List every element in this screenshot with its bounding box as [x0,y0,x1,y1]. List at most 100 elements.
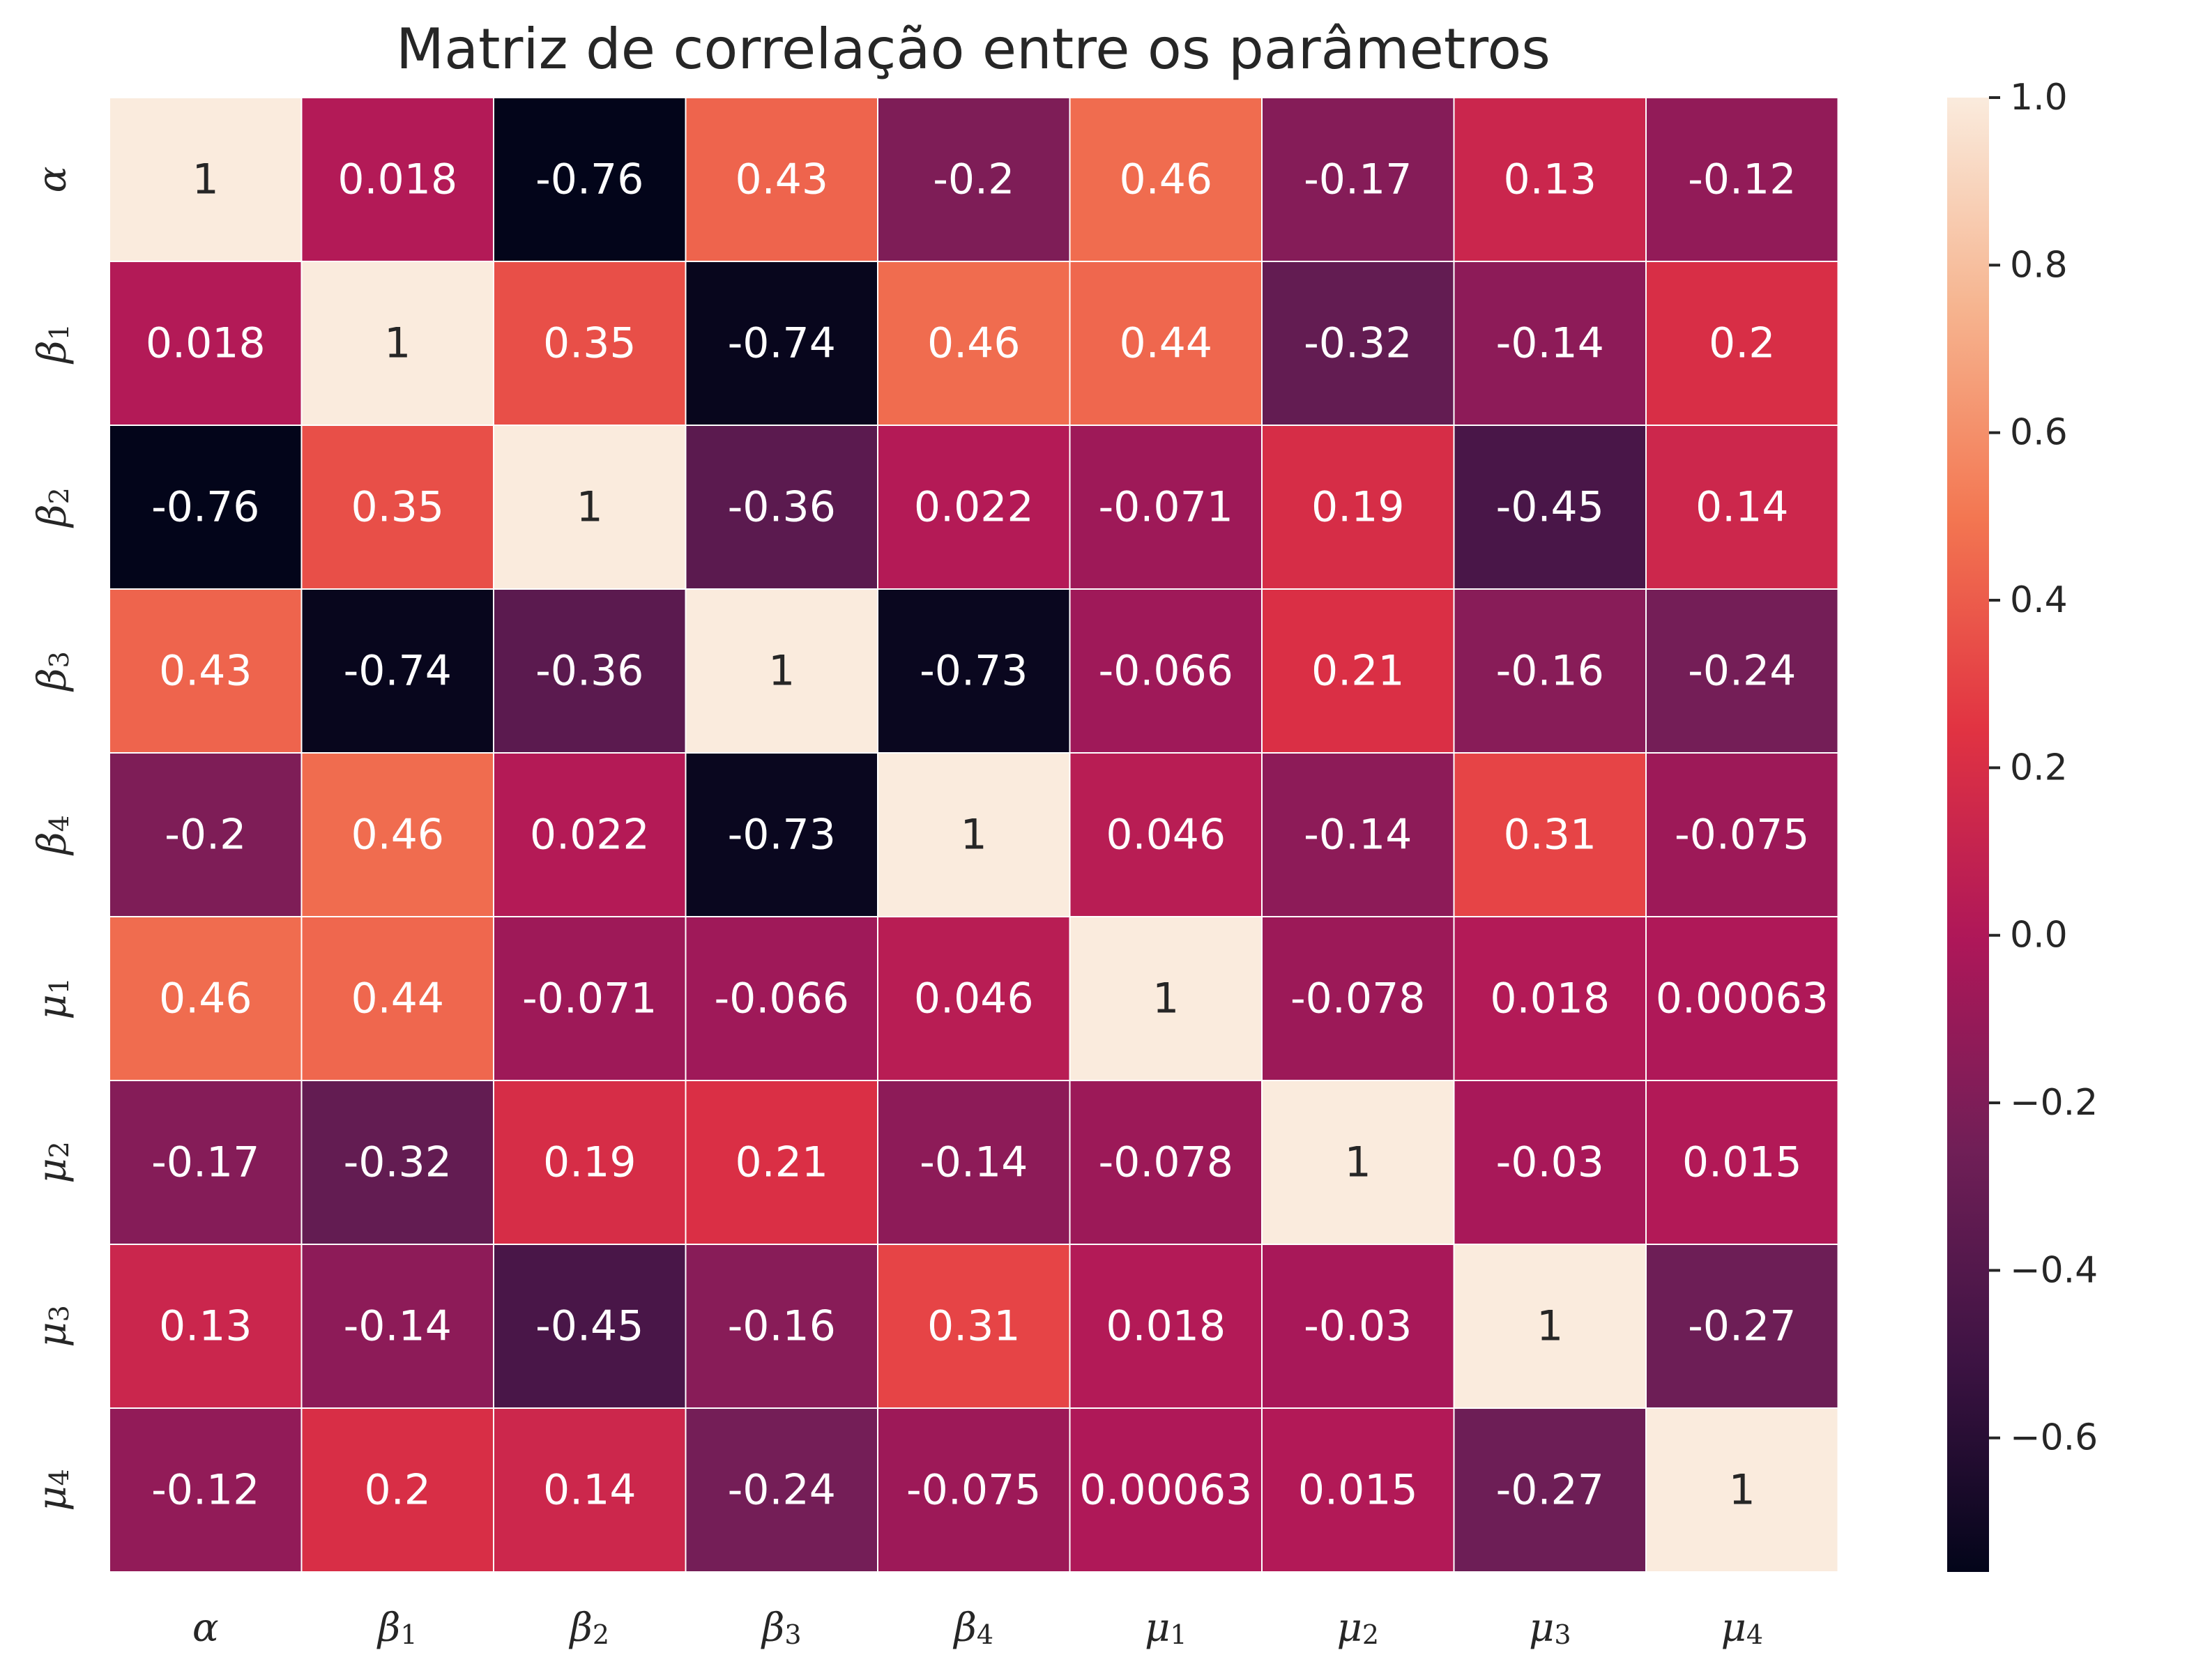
colorbar-tick-label: 0.0 [2010,915,2068,956]
cell-annotation: -0.45 [1496,483,1604,532]
cell-annotation: 0.46 [927,319,1021,368]
cell-annotation: -0.76 [535,155,643,204]
cell-annotation: -0.14 [920,1138,1028,1187]
heatmap-cell [685,588,878,754]
heatmap-cell [1261,425,1455,590]
heatmap-cell [109,1407,303,1573]
heatmap-cell [685,425,878,590]
x-tick-label: μ3 [1529,1605,1571,1651]
cell-annotation: 0.35 [543,319,637,368]
heatmap-cell [1261,261,1455,426]
cell-annotation: -0.74 [728,319,836,368]
cell-annotation: 0.022 [914,483,1034,532]
colorbar-tick-label: −0.2 [2010,1082,2098,1124]
y-tick-label: μ4 [30,1469,75,1511]
cell-annotation: -0.078 [1099,1138,1233,1187]
cell-annotation: -0.2 [933,155,1014,204]
heatmap-cell [1645,916,1839,1081]
cell-annotation: 0.44 [1119,319,1212,368]
x-tick-label: μ2 [1336,1605,1379,1651]
heatmap-cell [493,1244,687,1409]
heatmap-cell [1645,752,1839,917]
cell-annotation: 0.046 [1106,811,1226,860]
cell-annotation: -0.73 [920,647,1028,696]
heatmap-cell [109,261,303,426]
heatmap-cell [1261,1407,1455,1573]
cell-annotation: 0.31 [927,1302,1021,1351]
colorbar-tick-label: 1.0 [2010,77,2068,119]
heatmap-cell [877,1244,1071,1409]
cell-annotation: 1 [1345,1138,1371,1187]
cell-annotation: 1 [961,811,987,860]
heatmap-cell [109,1080,303,1245]
cell-annotation: -0.12 [151,1466,259,1515]
cell-annotation: 1 [768,647,795,696]
heatmap-cell [300,97,494,262]
cell-annotation: 0.2 [365,1466,431,1515]
heatmap-cell [109,97,303,262]
chart-title: Matriz de correlação entre os parâmetros [396,17,1550,82]
cell-annotation: -0.078 [1290,975,1425,1023]
colorbar-tick-label: −0.4 [2010,1249,2098,1291]
cell-annotation: 0.018 [337,155,457,204]
cell-annotation: 1 [384,319,411,368]
heatmap-cell [1453,1080,1647,1245]
cell-annotation: 0.015 [1298,1466,1418,1515]
cell-annotation: -0.17 [1304,155,1412,204]
cell-annotation: 0.14 [1696,483,1789,532]
heatmap-cell [1069,1407,1263,1573]
cell-annotation: 0.46 [351,811,444,860]
heatmap-cell [109,588,303,754]
cell-annotation: 0.46 [159,975,252,1023]
cell-annotation: -0.76 [151,483,259,532]
cell-annotation: 0.14 [543,1466,637,1515]
heatmap-cells [109,97,1839,1573]
heatmap-cell [1261,1244,1455,1409]
cell-annotation: 0.046 [914,975,1034,1023]
cell-annotation: -0.36 [728,483,836,532]
y-tick-label: μ3 [30,1305,75,1347]
colorbar-gradient [1947,98,1989,1572]
cell-annotation: 1 [1152,975,1179,1023]
x-tick-label: α [192,1605,219,1651]
cell-annotation: -0.32 [344,1138,452,1187]
heatmap-cell [1645,1407,1839,1573]
cell-annotation: -0.03 [1304,1302,1412,1351]
cell-annotation: -0.36 [535,647,643,696]
heatmap-cell [493,1407,687,1573]
heatmap-cell [493,1080,687,1245]
cell-annotation: -0.066 [715,975,849,1023]
heatmap-cell [300,588,494,754]
cell-annotation: -0.16 [728,1302,836,1351]
cell-annotation: 0.00063 [1079,1466,1252,1515]
heatmap-cell [685,752,878,917]
heatmap-cell [685,261,878,426]
heatmap-cell [877,1407,1071,1573]
cell-annotation: -0.27 [1688,1302,1796,1351]
heatmap-cell [1069,916,1263,1081]
heatmap-cell [300,1407,494,1573]
x-tick-label: β2 [568,1605,609,1651]
y-tick-label: μ2 [30,1141,75,1184]
colorbar-tick-label: 0.8 [2010,244,2068,286]
heatmap-cell [877,425,1071,590]
colorbar-tick-label: 0.4 [2010,579,2068,621]
heatmap-cell [1069,1244,1263,1409]
cell-annotation: 1 [1537,1302,1563,1351]
cell-annotation: 0.21 [1311,647,1405,696]
cell-annotation: -0.2 [165,811,246,860]
cell-annotation: 0.43 [735,155,828,204]
cell-annotation: -0.16 [1496,647,1604,696]
cell-annotation: 0.13 [159,1302,252,1351]
cell-annotation: 0.31 [1503,811,1597,860]
heatmap-cell [300,425,494,590]
heatmap-cell [1453,97,1647,262]
heatmap-cell [1453,261,1647,426]
heatmap-cell [1453,916,1647,1081]
cell-annotation: -0.14 [344,1302,452,1351]
heatmap-cell [109,752,303,917]
cell-annotation: -0.075 [906,1466,1041,1515]
heatmap-cell [109,425,303,590]
heatmap-cell [493,916,687,1081]
x-tick-label: β4 [952,1605,993,1651]
